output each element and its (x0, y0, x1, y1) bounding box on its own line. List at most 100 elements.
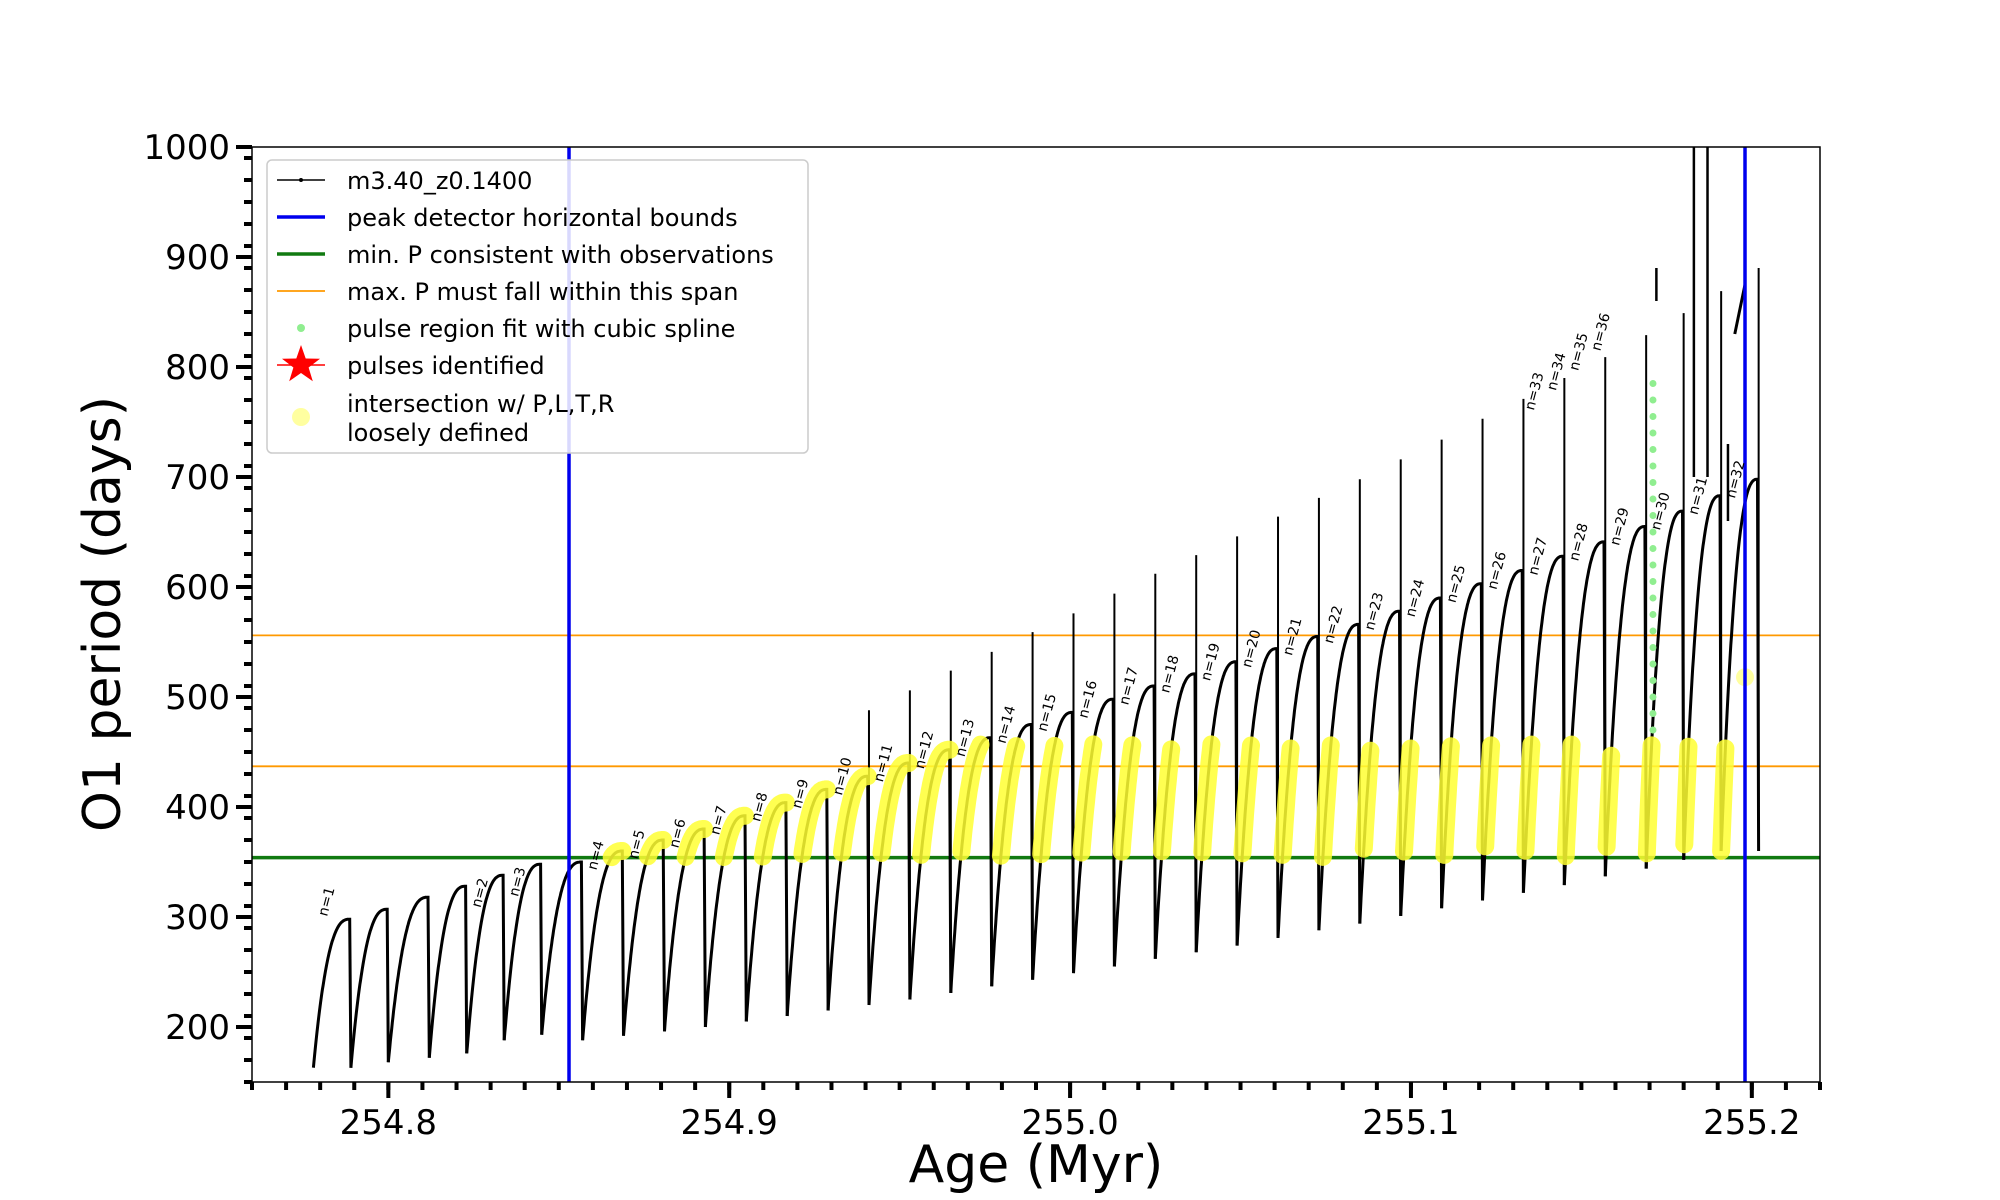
x-axis: 254.8 254.9 255.0 255.1 255.2 (250, 1082, 1822, 1143)
spline-point (1649, 380, 1657, 387)
intersection-26 (1313, 736, 1340, 866)
spline-point (1649, 677, 1657, 684)
intersection-36 (1712, 739, 1735, 860)
spline-fit-points (1649, 380, 1657, 734)
spline-point (1649, 644, 1657, 651)
intersection-23 (1193, 735, 1221, 862)
intersection-points (602, 668, 1755, 867)
pulse-track-1 (311, 917, 353, 1068)
intersection-14 (833, 767, 877, 862)
intersection-12 (753, 793, 795, 866)
pulse-track-3 (386, 895, 431, 1063)
star-icon (282, 345, 320, 382)
pulse-label-n=1: n=1 (315, 885, 338, 918)
spline-point (1649, 446, 1657, 453)
intersection-15 (872, 754, 918, 862)
pulse-label-n=5: n=5 (626, 828, 649, 861)
pulse-track-7 (540, 860, 585, 1041)
spline-point (1649, 545, 1657, 552)
y-tick-label: 600 (165, 568, 230, 608)
spline-point (1649, 495, 1657, 503)
legend-label-7: loosely defined (347, 419, 529, 447)
legend-label-2: peak detector horizontal bounds (347, 204, 738, 232)
intersection-11 (714, 806, 754, 866)
pulse-track-36 (1719, 477, 1761, 852)
y-tick-label: 1000 (143, 128, 230, 168)
intersection-17 (952, 735, 990, 861)
spline-point (1649, 413, 1657, 420)
pulse-track-5 (465, 873, 506, 1054)
x-tick-label: 255.1 (1362, 1103, 1459, 1143)
intersection-13 (793, 780, 836, 863)
pulse-label-n=3: n=3 (506, 866, 529, 899)
spline-point (1649, 627, 1657, 635)
x-tick-label: 254.9 (681, 1103, 778, 1143)
pulse-label-n=6: n=6 (667, 817, 690, 850)
pulse-label-n=2: n=2 (469, 877, 492, 910)
spline-point (1649, 611, 1657, 618)
legend-handle-intersection (292, 408, 310, 426)
intersection-34 (1637, 736, 1661, 863)
spline-point (1649, 710, 1657, 717)
legend-label-7: intersection w/ P,L,T,R (347, 390, 614, 418)
y-tick-label: 400 (165, 788, 230, 828)
intersection-27 (1354, 741, 1380, 858)
pulse-label-n=7: n=7 (707, 804, 730, 837)
intersection-20 (1072, 735, 1103, 862)
intersection-19 (1032, 736, 1064, 864)
y-tick-label: 900 (165, 238, 230, 278)
intersection-10 (676, 820, 714, 866)
spline-point (1649, 512, 1657, 519)
y-tick-label: 300 (165, 898, 230, 938)
spline-point (1649, 578, 1657, 585)
intersection-16 (912, 740, 959, 864)
y-tick-label: 800 (165, 348, 230, 388)
x-tick-label: 254.8 (340, 1103, 437, 1143)
y-tick-label: 700 (165, 458, 230, 498)
x-tick-label: 255.2 (1703, 1103, 1800, 1143)
legend-handle-track-dot (299, 178, 303, 182)
intersection-25 (1273, 739, 1300, 864)
y-axis: 200 300 400 500 600 700 800 900 1000 (143, 128, 252, 1084)
spline-point (1649, 594, 1657, 602)
intersection-24 (1233, 736, 1260, 863)
legend-label-3: min. P consistent with observations (347, 241, 774, 269)
y-tick-label: 500 (165, 678, 230, 718)
intersection-18 (991, 737, 1026, 865)
x-axis-title: Age (Myr) (909, 1135, 1164, 1195)
intersection-35 (1675, 737, 1698, 854)
intersection-32 (1556, 735, 1581, 866)
spline-point (1649, 528, 1657, 536)
legend-label-5: pulse region fit with cubic spline (347, 315, 735, 343)
pulse-track-35 (1682, 494, 1723, 860)
spline-point (1649, 462, 1657, 470)
spline-point (1649, 726, 1657, 734)
y-tick-label: 200 (165, 1008, 230, 1048)
intersection-33 (1597, 746, 1621, 856)
intersection-29 (1435, 737, 1460, 864)
legend-label-1: m3.40_z0.1400 (347, 167, 532, 195)
intersection-28 (1395, 739, 1420, 861)
spline-point (1649, 693, 1657, 701)
spline-point (1649, 561, 1657, 569)
spline-point (1649, 479, 1657, 486)
pulse-label-n=8: n=8 (748, 791, 771, 824)
intersection-22 (1152, 740, 1181, 861)
intersection-31 (1516, 735, 1541, 860)
intersection-30 (1476, 736, 1501, 856)
legend-label-4: max. P must fall within this span (347, 278, 738, 306)
pulse-track-33 (1603, 525, 1648, 877)
spline-point (1649, 429, 1657, 437)
x-tick-label: 255.0 (1021, 1103, 1118, 1143)
pulse-label-n=9: n=9 (789, 778, 812, 811)
pulse-track-6 (502, 862, 544, 1041)
pulse-track-4 (427, 884, 469, 1058)
legend-handle-spline (297, 324, 305, 332)
intersection-8 (602, 842, 632, 867)
legend-box (266, 159, 809, 454)
legend-label-6: pulses identified (347, 352, 545, 380)
spline-point (1649, 660, 1657, 668)
y-axis-title: O1 period (days) (73, 396, 133, 832)
